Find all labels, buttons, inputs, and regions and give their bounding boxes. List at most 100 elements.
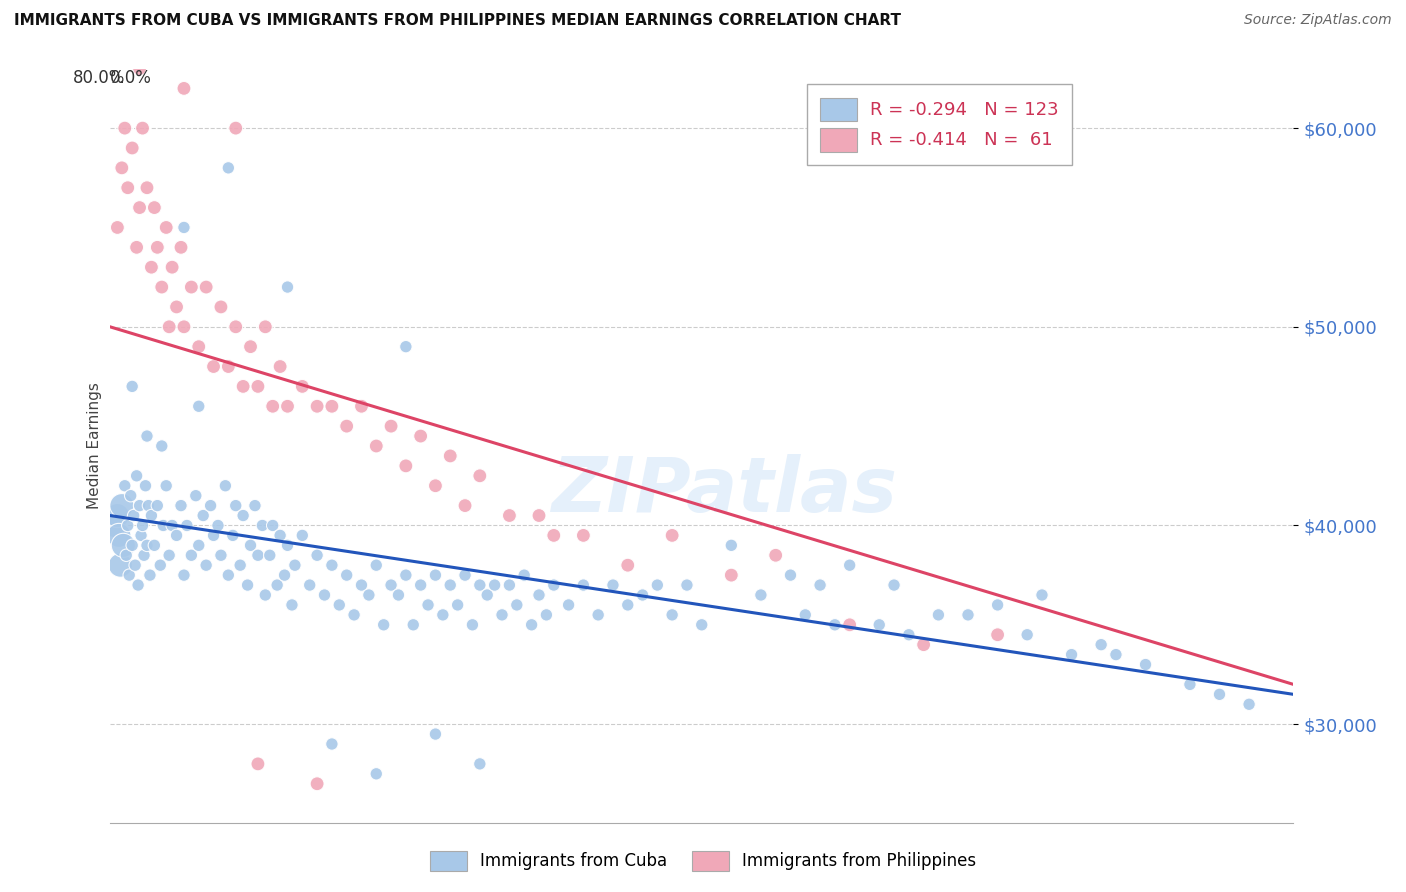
Point [468, 468, 491, 483]
Point [409, 578, 432, 592]
Point [572, 528, 595, 542]
Point [298, 578, 321, 592]
Point [176, 518, 198, 533]
Point [222, 528, 245, 542]
Point [1237, 698, 1260, 712]
Point [246, 549, 269, 563]
Point [229, 558, 252, 573]
Point [209, 549, 232, 563]
Point [454, 499, 477, 513]
Point [409, 429, 432, 443]
Point [269, 528, 291, 542]
Point [200, 499, 222, 513]
Point [838, 558, 860, 573]
Point [897, 628, 920, 642]
Point [927, 607, 949, 622]
Point [307, 549, 329, 563]
Point [187, 538, 209, 552]
Point [117, 518, 139, 533]
Point [254, 319, 277, 334]
Point [121, 538, 143, 552]
Point [321, 399, 343, 413]
Point [557, 598, 579, 612]
Point [366, 439, 388, 453]
Point [127, 578, 149, 592]
Point [105, 220, 128, 235]
Point [468, 756, 491, 771]
Point [956, 607, 979, 622]
Point [616, 558, 638, 573]
Point [111, 499, 134, 513]
Y-axis label: Median Earnings: Median Earnings [87, 383, 101, 509]
Point [180, 549, 202, 563]
Point [110, 558, 132, 573]
Point [307, 399, 329, 413]
Point [276, 538, 298, 552]
Point [661, 528, 683, 542]
Point [180, 280, 202, 294]
Point [217, 359, 239, 374]
Point [157, 319, 180, 334]
Point [139, 568, 162, 582]
Point [170, 240, 193, 254]
Point [402, 617, 425, 632]
Point [202, 528, 225, 542]
Point [281, 598, 304, 612]
Point [425, 568, 447, 582]
Point [155, 479, 177, 493]
Point [243, 499, 266, 513]
Point [883, 578, 905, 592]
Point [373, 617, 395, 632]
Point [128, 201, 150, 215]
Point [380, 419, 402, 434]
Point [246, 756, 269, 771]
Point [217, 161, 239, 175]
Point [1031, 588, 1053, 602]
Point [252, 518, 274, 533]
Point [425, 479, 447, 493]
Text: 0.0%: 0.0% [110, 69, 152, 87]
Point [291, 379, 314, 393]
Point [366, 767, 388, 781]
Point [1135, 657, 1157, 672]
Point [105, 508, 128, 523]
Point [468, 578, 491, 592]
Point [166, 528, 188, 542]
Point [193, 508, 215, 523]
Point [214, 479, 236, 493]
Text: ZIPatlas: ZIPatlas [553, 454, 898, 528]
Point [149, 558, 172, 573]
Point [1208, 687, 1230, 701]
Point [1178, 677, 1201, 691]
Point [506, 598, 529, 612]
Point [152, 518, 174, 533]
Point [416, 598, 439, 612]
Point [124, 558, 146, 573]
Point [498, 578, 520, 592]
Point [111, 161, 134, 175]
Point [676, 578, 699, 592]
Point [225, 499, 247, 513]
Point [912, 638, 935, 652]
Point [155, 220, 177, 235]
Text: IMMIGRANTS FROM CUBA VS IMMIGRANTS FROM PHILIPPINES MEDIAN EARNINGS CORRELATION : IMMIGRANTS FROM CUBA VS IMMIGRANTS FROM … [14, 13, 901, 29]
Point [439, 449, 461, 463]
Point [217, 568, 239, 582]
Point [146, 240, 169, 254]
Point [868, 617, 890, 632]
Point [520, 617, 543, 632]
Point [454, 568, 477, 582]
Point [536, 607, 558, 622]
Point [720, 538, 742, 552]
Point [225, 121, 247, 136]
Point [527, 508, 550, 523]
Point [824, 617, 846, 632]
Point [131, 121, 153, 136]
Point [146, 499, 169, 513]
Point [254, 588, 277, 602]
Point [173, 220, 195, 235]
Point [262, 518, 284, 533]
Point [498, 508, 520, 523]
Point [477, 588, 499, 602]
Point [321, 558, 343, 573]
